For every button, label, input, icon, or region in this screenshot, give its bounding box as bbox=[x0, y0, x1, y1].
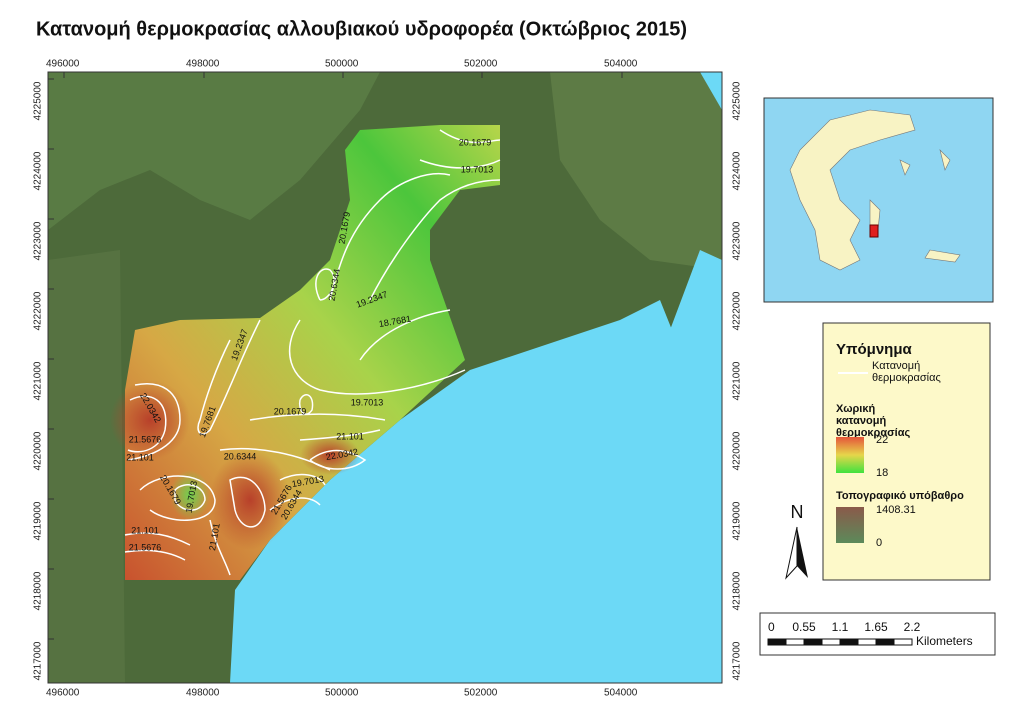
scale-segment bbox=[785, 638, 805, 646]
x-coord-top: 504000 bbox=[604, 59, 638, 70]
y-coord-right: 4224000 bbox=[732, 151, 743, 190]
contour-label: 20.1679 bbox=[274, 406, 307, 416]
contour-lines bbox=[124, 129, 501, 576]
x-coord-bottom: 500000 bbox=[325, 688, 359, 699]
legend-title: Υπόμνημα bbox=[836, 341, 913, 358]
north-label: N bbox=[791, 502, 804, 522]
contour-label: 19.7013 bbox=[461, 164, 494, 174]
contour-label: 20.1679 bbox=[459, 137, 492, 147]
map-frame bbox=[47, 71, 723, 684]
x-coord-bottom: 498000 bbox=[186, 688, 220, 699]
scale-segment bbox=[893, 638, 913, 646]
inset-greece bbox=[789, 109, 916, 271]
legend-temp-high: 22 bbox=[876, 434, 888, 446]
inset-location bbox=[869, 224, 879, 238]
scale-segment bbox=[839, 638, 859, 646]
x-coord-bottom: 496000 bbox=[46, 688, 80, 699]
y-coord-right: 4225000 bbox=[732, 81, 743, 120]
x-coord-top: 498000 bbox=[186, 59, 220, 70]
legend-temp-ramp bbox=[836, 437, 864, 473]
y-coord-left: 4222000 bbox=[33, 291, 44, 330]
y-coord-left: 4219000 bbox=[33, 501, 44, 540]
contour-label: 21.101 bbox=[336, 431, 364, 441]
title: Κατανομή θερμοκρασίας αλλουβιακού υδροφο… bbox=[36, 18, 687, 40]
y-coord-right: 4219000 bbox=[732, 501, 743, 540]
scale-unit: Kilometers bbox=[916, 634, 973, 648]
y-coord-right: 4223000 bbox=[732, 221, 743, 260]
north-arrow-half bbox=[785, 526, 798, 580]
y-coord-right: 4217000 bbox=[732, 641, 743, 680]
y-coord-left: 4218000 bbox=[33, 571, 44, 610]
scale-tick-label: 0.55 bbox=[792, 620, 816, 634]
contour-label: 21.101 bbox=[131, 525, 159, 535]
y-coord-right: 4222000 bbox=[732, 291, 743, 330]
scale-segment bbox=[803, 638, 823, 646]
y-coord-left: 4221000 bbox=[33, 361, 44, 400]
y-coord-right: 4218000 bbox=[732, 571, 743, 610]
legend-contours: Κατανομή θερμοκρασίας bbox=[872, 360, 941, 384]
north-arrow bbox=[797, 527, 808, 578]
scale-segment bbox=[857, 638, 877, 646]
y-coord-left: 4224000 bbox=[33, 151, 44, 190]
y-coord-right: 4220000 bbox=[732, 431, 743, 470]
legend-spatial-title: Χωρική κατανομή θερμοκρασίας bbox=[836, 403, 910, 439]
x-coord-bottom: 502000 bbox=[464, 688, 498, 699]
x-coord-top: 500000 bbox=[325, 59, 359, 70]
legend-topo-high: 1408.31 bbox=[876, 504, 916, 516]
contour-label: 21.5676 bbox=[129, 542, 162, 552]
y-coord-right: 4221000 bbox=[732, 361, 743, 400]
y-coord-left: 4223000 bbox=[33, 221, 44, 260]
contour-label: 21.5676 bbox=[129, 434, 162, 444]
legend-topo-ramp bbox=[836, 507, 864, 543]
x-coord-bottom: 504000 bbox=[604, 688, 638, 699]
y-coord-left: 4225000 bbox=[33, 81, 44, 120]
scale-tick-label: 0 bbox=[768, 620, 775, 634]
contour-label: 21.101 bbox=[126, 452, 154, 462]
x-coord-top: 502000 bbox=[464, 59, 498, 70]
legend-topo-low: 0 bbox=[876, 537, 882, 549]
x-coord-top: 496000 bbox=[46, 59, 80, 70]
contour-label: 21.101 bbox=[207, 522, 222, 551]
scale-segment bbox=[821, 638, 841, 646]
contour-label: 19.7013 bbox=[351, 397, 384, 407]
scale-segment bbox=[875, 638, 895, 646]
legend-temp-low: 18 bbox=[876, 467, 888, 479]
y-coord-left: 4217000 bbox=[33, 641, 44, 680]
scale-tick-label: 1.65 bbox=[864, 620, 888, 634]
legend-topo-title: Τοπογραφικό υπόβαθρο bbox=[836, 490, 964, 502]
contour-label: 20.6344 bbox=[224, 451, 257, 461]
y-coord-left: 4220000 bbox=[33, 431, 44, 470]
scale-tick-label: 2.2 bbox=[904, 620, 921, 634]
scale-tick-label: 1.1 bbox=[832, 620, 849, 634]
scale-bar-box bbox=[759, 612, 996, 656]
scale-segment bbox=[767, 638, 787, 646]
